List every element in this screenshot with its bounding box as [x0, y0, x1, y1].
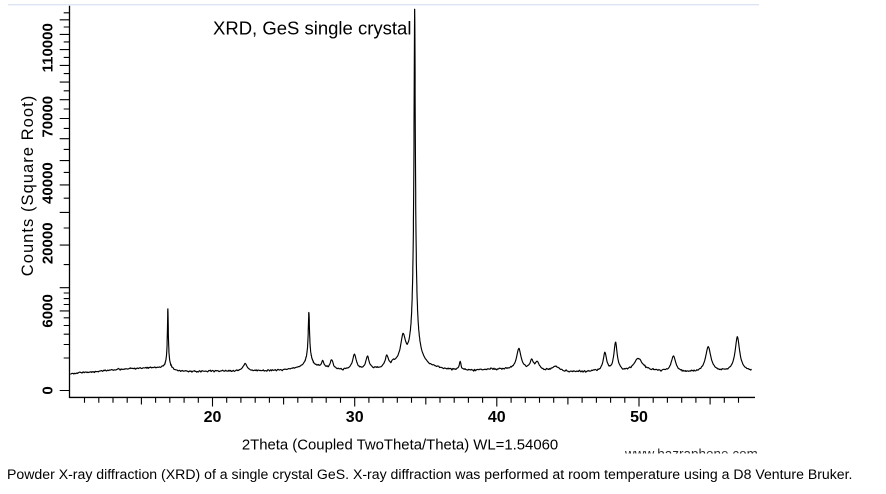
svg-text:30: 30 [346, 409, 364, 426]
svg-text:70000: 70000 [40, 96, 57, 138]
svg-text:40000: 40000 [40, 162, 57, 204]
svg-text:Counts (Square Root): Counts (Square Root) [19, 95, 37, 277]
svg-text:6000: 6000 [40, 294, 57, 327]
svg-text:Powder X-ray diffraction (XRD): Powder X-ray diffraction (XRD) of a sing… [7, 466, 852, 482]
svg-text:50: 50 [630, 409, 648, 426]
svg-text:0: 0 [40, 386, 57, 394]
svg-text:XRD, GeS single crystal: XRD, GeS single crystal [213, 18, 411, 39]
svg-text:20000: 20000 [40, 222, 57, 264]
svg-text:40: 40 [488, 409, 506, 426]
svg-text:20: 20 [204, 409, 222, 426]
svg-text:110000: 110000 [40, 23, 57, 72]
svg-text:2Theta (Coupled TwoTheta/Theta: 2Theta (Coupled TwoTheta/Theta) WL=1.540… [242, 438, 558, 454]
svg-text:www.bazraphone.com: www.bazraphone.com [624, 447, 758, 462]
